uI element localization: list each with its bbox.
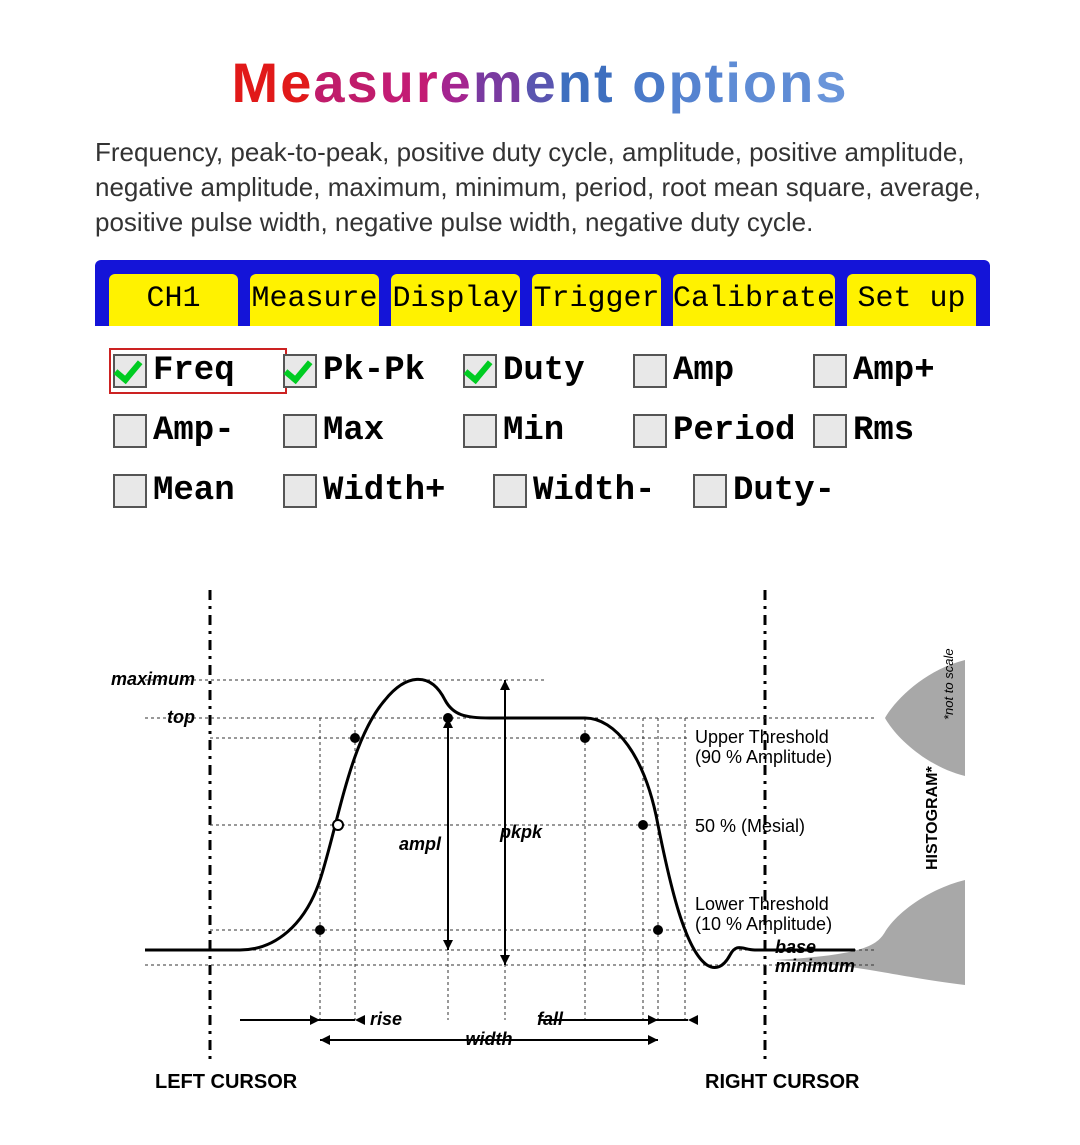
checkbox-label: Amp- <box>153 412 235 450</box>
svg-text:50 % (Mesial): 50 % (Mesial) <box>695 816 805 836</box>
checkbox-max[interactable]: Max <box>283 412 463 450</box>
checkbox-label: Duty- <box>733 472 835 510</box>
checkbox-box-icon[interactable] <box>113 414 147 448</box>
tab-calibrate[interactable]: Calibrate <box>673 274 835 326</box>
svg-text:width: width <box>466 1029 513 1049</box>
waveform-diagram: maximum top ampl pkpk Upper Threshold(90 % A… <box>95 580 990 1105</box>
checkbox-label: Freq <box>153 352 235 390</box>
checkbox-pk-pk[interactable]: Pk-Pk <box>283 352 463 390</box>
checkbox-box-icon[interactable] <box>463 354 497 388</box>
svg-text:rise: rise <box>370 1009 402 1029</box>
checkbox-box-icon[interactable] <box>283 354 317 388</box>
svg-text:LEFT CURSOR: LEFT CURSOR <box>155 1071 298 1093</box>
svg-text:HISTOGRAM*: HISTOGRAM* <box>924 766 941 870</box>
checkbox-width-[interactable]: Width+ <box>283 472 493 510</box>
checkbox-box-icon[interactable] <box>283 414 317 448</box>
checkbox-amp-[interactable]: Amp- <box>113 412 283 450</box>
checkbox-label: Period <box>673 412 795 450</box>
checkbox-label: Amp <box>673 352 734 390</box>
checkbox-box-icon[interactable] <box>283 474 317 508</box>
svg-text:ampl: ampl <box>399 834 442 854</box>
svg-text:fall: fall <box>537 1009 564 1029</box>
checkbox-box-icon[interactable] <box>493 474 527 508</box>
svg-text:Upper Threshold: Upper Threshold <box>695 727 829 747</box>
checkbox-box-icon[interactable] <box>693 474 727 508</box>
checkbox-rms[interactable]: Rms <box>813 412 933 450</box>
checkbox-label: Amp+ <box>853 352 935 390</box>
checkbox-mean[interactable]: Mean <box>113 472 283 510</box>
checkbox-box-icon[interactable] <box>463 414 497 448</box>
checkbox-width-[interactable]: Width- <box>493 472 693 510</box>
page-title: Measurement options <box>0 50 1080 115</box>
checkbox-amp[interactable]: Amp <box>633 352 813 390</box>
checkbox-period[interactable]: Period <box>633 412 813 450</box>
tab-ch1[interactable]: CH1 <box>109 274 238 326</box>
checkbox-label: Pk-Pk <box>323 352 425 390</box>
tab-trigger[interactable]: Trigger <box>532 274 661 326</box>
checkbox-box-icon[interactable] <box>813 414 847 448</box>
subtitle-text: Frequency, peak-to-peak, positive duty c… <box>95 135 990 240</box>
checkbox-box-icon[interactable] <box>813 354 847 388</box>
checkbox-box-icon[interactable] <box>633 414 667 448</box>
checkbox-label: Width+ <box>323 472 445 510</box>
tabs-bar: CH1 Measure Display Trigger Calibrate Se… <box>95 260 990 326</box>
tab-measure[interactable]: Measure <box>250 274 379 326</box>
svg-text:(10 % Amplitude): (10 % Amplitude) <box>695 914 832 934</box>
checkbox-freq[interactable]: Freq <box>113 352 283 390</box>
checkbox-amp-[interactable]: Amp+ <box>813 352 933 390</box>
svg-text:Lower Threshold: Lower Threshold <box>695 894 829 914</box>
tab-setup[interactable]: Set up <box>847 274 976 326</box>
svg-text:maximum: maximum <box>111 669 195 689</box>
checkbox-min[interactable]: Min <box>463 412 633 450</box>
checkbox-label: Mean <box>153 472 235 510</box>
checkbox-label: Min <box>503 412 564 450</box>
svg-text:*not to scale: *not to scale <box>941 649 956 721</box>
svg-text:minimum: minimum <box>775 956 855 976</box>
checkbox-label: Width- <box>533 472 655 510</box>
svg-text:pkpk: pkpk <box>499 822 543 842</box>
svg-text:RIGHT CURSOR: RIGHT CURSOR <box>705 1071 860 1093</box>
checkbox-label: Max <box>323 412 384 450</box>
svg-text:base: base <box>775 937 816 957</box>
checkbox-box-icon[interactable] <box>113 354 147 388</box>
tab-display[interactable]: Display <box>391 274 520 326</box>
checkbox-label: Rms <box>853 412 914 450</box>
checkbox-label: Duty <box>503 352 585 390</box>
checkbox-box-icon[interactable] <box>113 474 147 508</box>
svg-text:top: top <box>167 707 195 727</box>
checkbox-grid: Freq Pk-Pk Duty Amp Amp+ Amp- Max Min Period Rms M… <box>95 326 990 550</box>
svg-text:(90 % Amplitude): (90 % Amplitude) <box>695 747 832 767</box>
checkbox-duty-[interactable]: Duty- <box>693 472 843 510</box>
checkbox-box-icon[interactable] <box>633 354 667 388</box>
checkbox-duty[interactable]: Duty <box>463 352 633 390</box>
tabs-container: CH1 Measure Display Trigger Calibrate Se… <box>95 260 990 326</box>
